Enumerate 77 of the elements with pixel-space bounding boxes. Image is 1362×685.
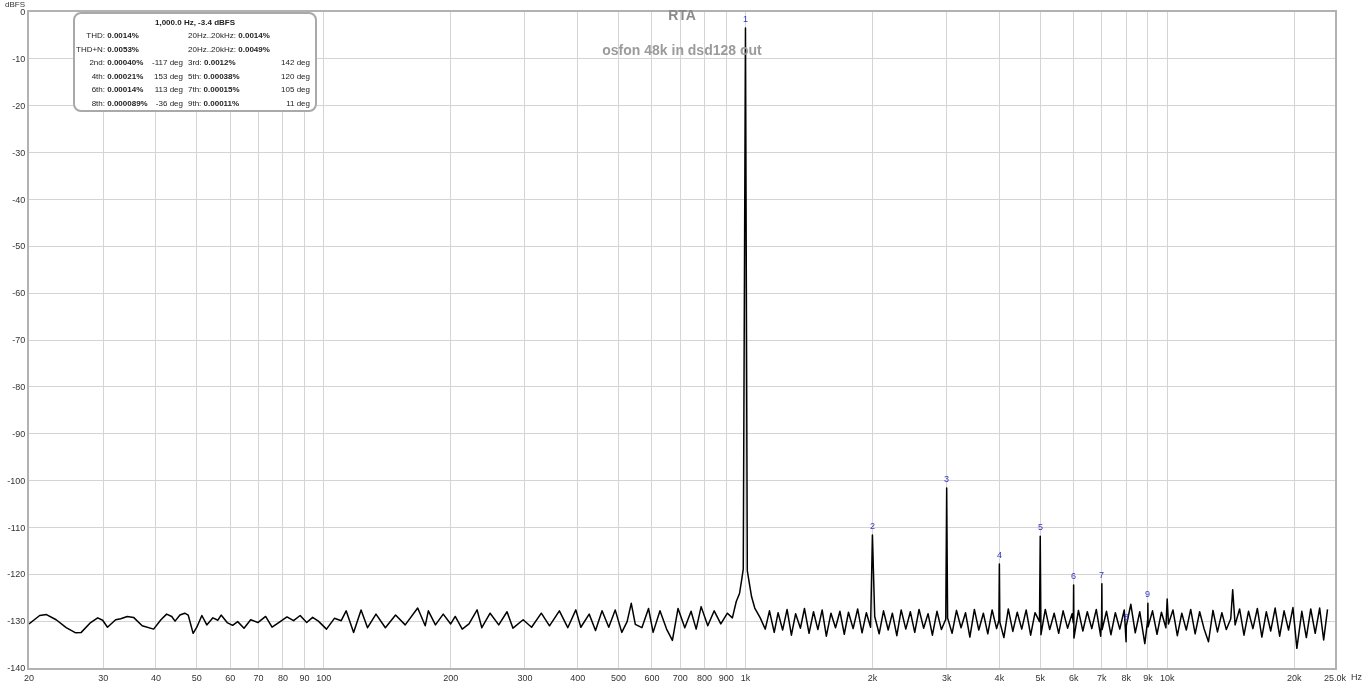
- annotation: 5th: 0.00038%: [188, 71, 240, 81]
- x-tick-label: 1k: [740, 672, 751, 683]
- x-tick-label: 100: [316, 672, 332, 683]
- y-tick-label: -50: [12, 241, 26, 252]
- y-tick-label: -40: [12, 194, 26, 205]
- y-tick-label: -120: [7, 569, 26, 580]
- x-tick-label: 600: [644, 672, 660, 683]
- x-tick-label: 8k: [1121, 672, 1132, 683]
- x-tick-label: 60: [225, 672, 236, 683]
- annotation: 105 deg: [281, 85, 310, 96]
- x-axis-title: Hz: [1351, 672, 1362, 682]
- x-tick-label: 500: [611, 672, 627, 683]
- y-tick-label: -20: [12, 100, 26, 111]
- annotation: 20Hz..20kHz: 0.0014%: [188, 31, 270, 40]
- annotation: 6: [1071, 571, 1077, 581]
- annotation: -117 deg: [152, 58, 183, 69]
- x-tick-label: 4k: [994, 672, 1005, 683]
- x-tick-label: 700: [672, 672, 688, 683]
- annotation: 2nd: 0.00040%: [88, 58, 144, 69]
- annotation: 8: [1124, 612, 1130, 622]
- annotation: 142 deg: [281, 58, 310, 69]
- annotation: 3rd: 0.0012%: [188, 58, 236, 68]
- annotation: 2: [870, 521, 876, 531]
- x-tick-label: 6k: [1068, 672, 1079, 683]
- x-tick-label: 3k: [941, 672, 952, 683]
- annotation: 7th: 0.00015%: [188, 85, 240, 95]
- x-tick-label: 30: [98, 672, 109, 683]
- x-tick-label: 50: [191, 672, 202, 683]
- chart-title: RTA: [668, 6, 696, 23]
- x-tick-label: 300: [517, 672, 533, 683]
- annotation: 153 deg: [154, 71, 183, 82]
- x-tick-label: 20: [23, 672, 35, 683]
- annotation: 1,000.0 Hz, -3.4 dBFS: [154, 18, 236, 27]
- x-tick-label: 800: [697, 672, 713, 683]
- annotation: 1: [743, 14, 749, 24]
- y-tick-label: -80: [12, 382, 26, 393]
- x-tick-label: 400: [570, 672, 586, 683]
- x-tick-label: 200: [443, 672, 459, 683]
- x-tick-label: 5k: [1035, 672, 1046, 683]
- y-tick-label: -110: [7, 522, 26, 533]
- y-axis-title: dBFS: [5, 0, 26, 9]
- annotation: 4th: 0.00021%: [90, 71, 144, 82]
- x-tick-label: 20k: [1286, 672, 1302, 683]
- annotation: 6th: 0.00014%: [90, 85, 144, 96]
- y-tick-label: -10: [12, 54, 26, 65]
- x-tick-label: 40: [150, 672, 161, 683]
- x-tick-label: 10k: [1159, 672, 1175, 683]
- annotation: 5: [1038, 522, 1044, 532]
- y-tick-label: 0: [20, 7, 26, 18]
- x-tick-label: 7k: [1097, 672, 1108, 683]
- annotation: THD: 0.0014%: [85, 31, 139, 41]
- x-tick-label: 70: [253, 672, 264, 683]
- annotation: 113 deg: [154, 85, 183, 96]
- y-tick-label: -30: [12, 147, 26, 158]
- x-tick-label: 80: [277, 672, 288, 683]
- annotation: 4: [997, 550, 1003, 560]
- y-tick-label: -130: [7, 616, 26, 627]
- y-tick-label: -70: [12, 335, 26, 346]
- x-tick-label: 90: [299, 672, 310, 683]
- y-tick-label: -100: [7, 475, 26, 486]
- annotation: 11 deg: [286, 99, 310, 109]
- x-tick-label: 25.0k: [1323, 672, 1347, 683]
- y-tick-label: -90: [12, 428, 26, 439]
- annotation: 7: [1099, 570, 1105, 580]
- x-tick-label: 2k: [867, 672, 878, 683]
- annotation: 120 deg: [281, 71, 310, 82]
- x-tick-label: 900: [718, 672, 734, 683]
- annotation: -36 deg: [155, 99, 183, 109]
- x-tick-label: 9k: [1143, 672, 1154, 683]
- annotation: 3: [944, 474, 950, 484]
- annotation: 9th: 0.00011%: [188, 99, 240, 108]
- y-tick-label: -140: [7, 663, 26, 674]
- annotation: 20Hz..20kHz: 0.0049%: [188, 44, 270, 54]
- annotation: 8th: 0.000089%: [90, 99, 148, 109]
- annotation: 9: [1145, 589, 1151, 599]
- annotation: THD+N: 0.0053%: [76, 44, 139, 55]
- y-tick-label: -60: [12, 288, 26, 299]
